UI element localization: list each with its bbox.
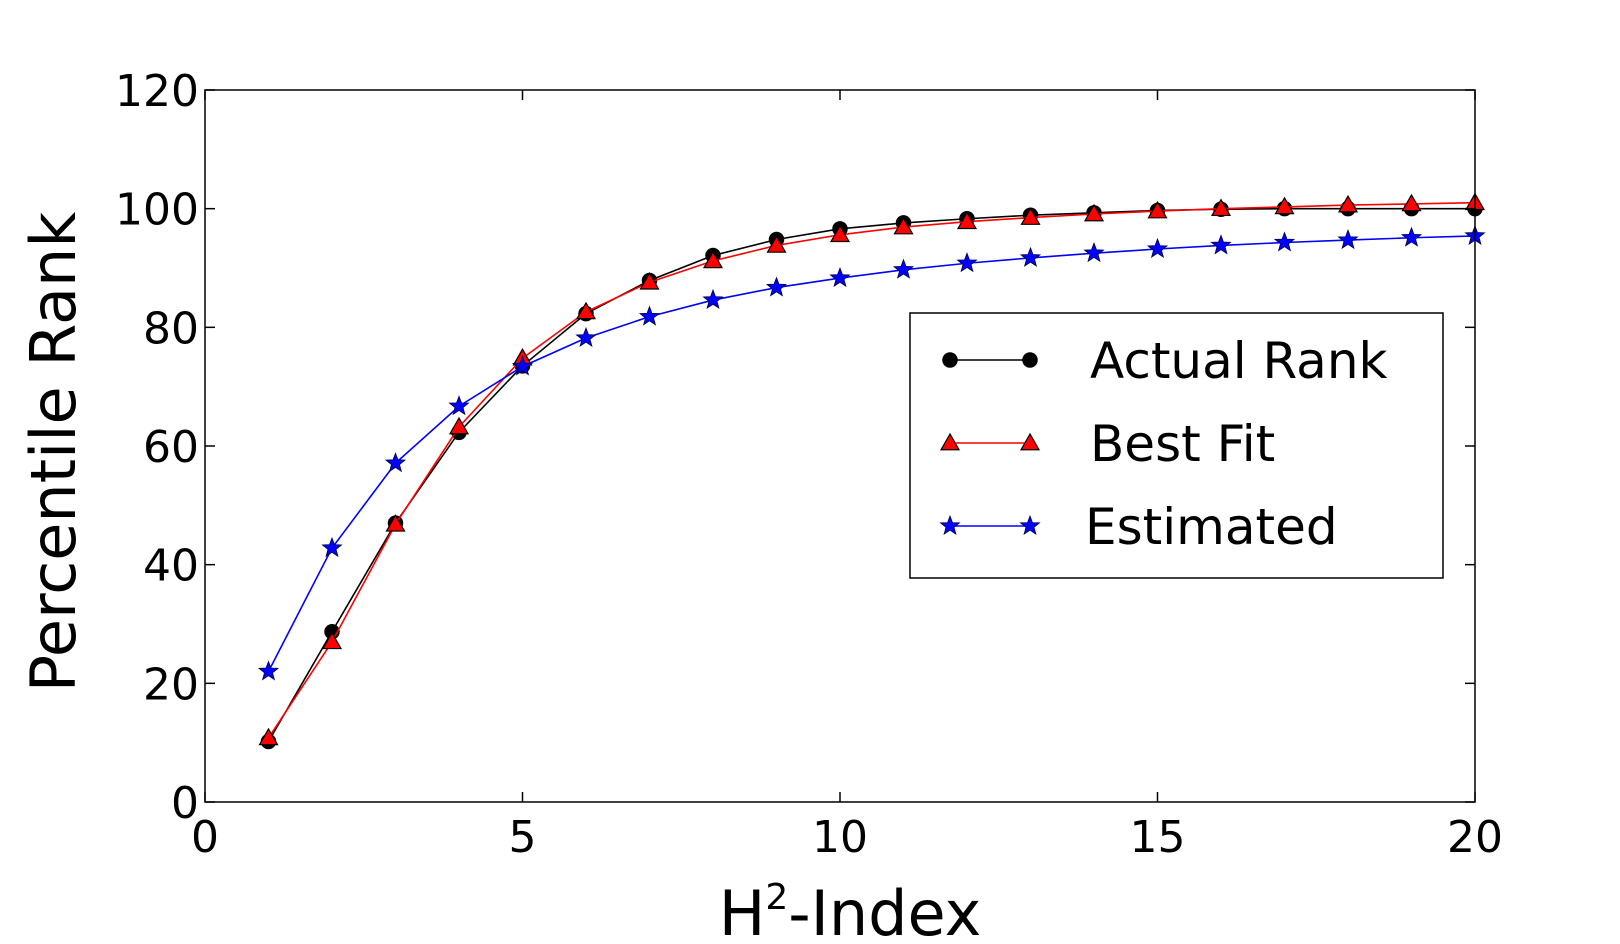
legend: Actual Rank Best Fit Estimated — [909, 312, 1444, 579]
y-tick-label: 0 — [171, 778, 199, 829]
legend-label-estimated: Estimated — [1085, 498, 1338, 556]
data-point-best-fit — [702, 250, 724, 269]
data-point-estimated — [1337, 228, 1359, 250]
data-point-estimated — [384, 452, 407, 473]
legend-marker-estimated — [1019, 514, 1041, 536]
data-point-estimated — [1146, 237, 1169, 259]
data-point-best-fit — [956, 211, 978, 230]
legend-entry-actual-rank: Actual Rank — [942, 332, 1388, 390]
axis-ticks: 0 5 10 15 20 0 20 40 60 80 100 120 — [115, 66, 1503, 863]
y-tick-label: 80 — [143, 303, 199, 354]
legend-marker-best-fit — [1019, 432, 1041, 451]
legend-marker-estimated — [939, 514, 961, 536]
series-line-actual-rank — [267, 207, 1475, 742]
data-point-estimated — [1210, 234, 1232, 255]
series-line-best-fit — [267, 201, 1476, 739]
series-estimated — [257, 224, 1486, 681]
data-point-best-fit — [1274, 196, 1295, 215]
data-point-best-fit — [1210, 198, 1232, 217]
data-point-best-fit — [321, 631, 343, 650]
x-axis-label: H2-Index — [719, 877, 982, 940]
data-point-estimated — [702, 288, 724, 310]
data-point-estimated — [638, 305, 661, 326]
data-point-best-fit — [448, 416, 470, 435]
x-tick-label: 15 — [1130, 812, 1186, 863]
legend-label-best-fit: Best Fit — [1090, 415, 1275, 473]
y-axis-label: Percentile Rank — [17, 212, 90, 693]
data-point-best-fit — [1401, 193, 1422, 212]
x-axis-label-main: H — [719, 877, 766, 940]
data-point-estimated — [511, 355, 534, 376]
y-tick-label: 100 — [115, 185, 199, 236]
data-point-best-fit — [258, 727, 279, 746]
data-point-estimated — [956, 252, 978, 273]
data-point-best-fit — [829, 224, 851, 243]
x-axis-label-suffix: -Index — [788, 877, 981, 940]
x-tick-label: 5 — [509, 812, 537, 863]
data-point-best-fit — [1337, 194, 1359, 213]
data-point-estimated — [829, 266, 851, 288]
legend-marker-actual-rank — [1022, 352, 1038, 368]
series-line-estimated — [267, 235, 1476, 672]
y-tick-label: 20 — [143, 659, 199, 710]
legend-marker-best-fit — [939, 432, 961, 451]
data-point-best-fit — [893, 216, 914, 235]
plot-marks — [257, 192, 1486, 750]
y-tick-label: 120 — [115, 66, 199, 117]
legend-entry-best-fit: Best Fit — [939, 415, 1275, 473]
data-point-best-fit — [1083, 203, 1105, 222]
data-point-estimated — [1083, 242, 1105, 263]
x-tick-label: 10 — [812, 812, 868, 863]
legend-box — [909, 312, 1444, 579]
legend-label-actual-rank: Actual Rank — [1090, 332, 1388, 390]
data-point-best-fit — [766, 235, 787, 253]
data-point-best-fit — [639, 272, 660, 290]
y-tick-label: 60 — [143, 422, 199, 473]
legend-marker-actual-rank — [942, 352, 958, 368]
data-point-estimated — [321, 536, 343, 558]
data-point-best-fit — [1020, 207, 1041, 225]
data-point-estimated — [1019, 246, 1042, 267]
x-tick-label: 20 — [1447, 812, 1503, 863]
data-point-estimated — [765, 276, 788, 297]
data-point-estimated — [448, 395, 470, 416]
data-point-best-fit — [385, 514, 406, 532]
data-point-estimated — [1273, 231, 1296, 252]
x-axis-label-superscript: 2 — [765, 877, 788, 918]
x-tick-label: 0 — [191, 812, 219, 863]
y-tick-label: 40 — [143, 541, 199, 592]
data-point-estimated — [1400, 226, 1423, 247]
data-point-best-fit — [1147, 200, 1168, 219]
data-point-estimated — [575, 326, 597, 348]
data-point-estimated — [257, 660, 280, 681]
data-point-best-fit — [575, 301, 597, 320]
data-point-estimated — [892, 258, 915, 279]
legend-entry-estimated: Estimated — [939, 498, 1338, 556]
